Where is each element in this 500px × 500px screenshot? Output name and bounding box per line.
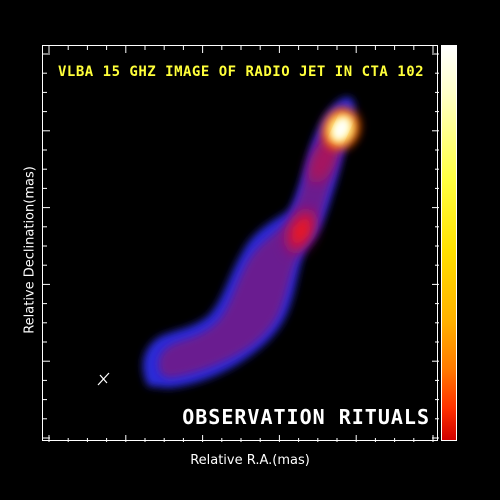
watermark-text: OBSERVATION RITUALS <box>182 405 430 429</box>
x-axis-label: Relative R.A.(mas) <box>190 453 310 468</box>
plot-frame <box>42 45 439 442</box>
figure-title: VLBA 15 GHZ IMAGE OF RADIO JET IN CTA 10… <box>58 64 425 80</box>
jet-core <box>318 103 364 155</box>
beam-marker <box>97 372 110 386</box>
jet-envelope <box>142 97 355 389</box>
axis-ticks <box>43 46 439 442</box>
colorbar <box>441 45 457 441</box>
y-axis-label: Relative Declination(mas) <box>22 166 38 334</box>
radio-jet-image <box>43 46 439 442</box>
